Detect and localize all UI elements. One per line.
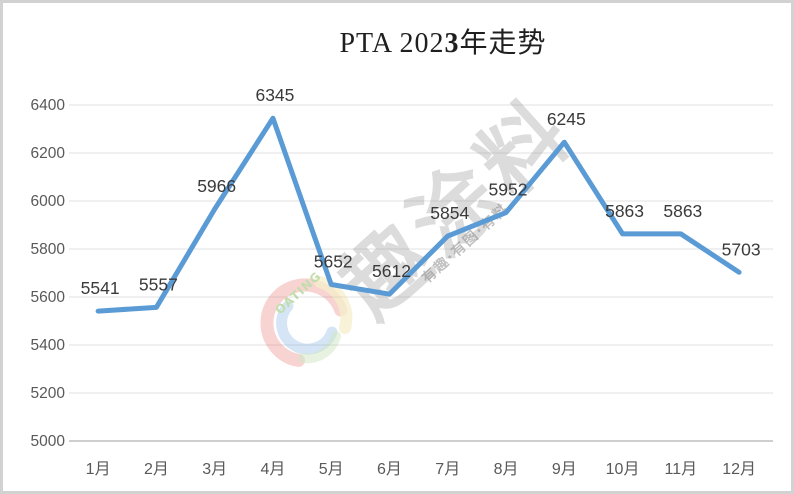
data-label: 5541 bbox=[81, 278, 120, 298]
x-axis-label: 6月 bbox=[377, 461, 402, 478]
x-axis-label: 10月 bbox=[606, 461, 640, 478]
chart-title: PTA 2023年走势 bbox=[339, 21, 546, 61]
y-axis-tick-label: 5400 bbox=[31, 337, 66, 354]
x-axis-label: 2月 bbox=[144, 461, 169, 478]
y-axis-tick-label: 6000 bbox=[31, 193, 66, 210]
data-label: 5557 bbox=[139, 274, 178, 294]
y-axis-tick-label: 5600 bbox=[31, 289, 66, 306]
data-label: 5863 bbox=[663, 201, 702, 221]
x-axis-label: 8月 bbox=[494, 461, 519, 478]
data-label: 6345 bbox=[255, 85, 294, 105]
data-label: 5703 bbox=[722, 239, 761, 259]
x-axis-label: 4月 bbox=[260, 461, 285, 478]
x-axis-label: 7月 bbox=[435, 461, 460, 478]
data-label: 5612 bbox=[372, 261, 411, 281]
data-label: 5863 bbox=[605, 201, 644, 221]
y-axis-tick-label: 6200 bbox=[31, 145, 66, 162]
x-axis-label: 11月 bbox=[665, 461, 698, 478]
x-axis-label: 3月 bbox=[202, 461, 227, 478]
chart-title-part2: 年走势 bbox=[459, 28, 547, 59]
x-axis-label: 1月 bbox=[86, 461, 111, 478]
line-chart-layer: 5541 5557 5966 6345 5652 5612 5854 5952 6245 5863… bbox=[81, 85, 761, 314]
data-label: 5652 bbox=[314, 252, 353, 272]
y-axis-tick-label: 5000 bbox=[31, 433, 66, 450]
data-label: 5966 bbox=[197, 176, 236, 196]
y-axis-tick-label: 5800 bbox=[31, 241, 66, 258]
chart-title-part1: PTA 202 bbox=[339, 28, 445, 59]
y-axis-tick-label: 5200 bbox=[31, 385, 66, 402]
data-label: 5854 bbox=[430, 203, 469, 223]
data-label: 5952 bbox=[489, 180, 528, 200]
y-axis-tick-label: 6400 bbox=[31, 97, 66, 114]
chart-title-bold-digit: 3 bbox=[444, 28, 460, 59]
data-label: 6245 bbox=[547, 109, 586, 129]
axis-grid-layer: 5000 5200 5400 5600 5800 6000 6200 6400 1月 2月 3月 4月… bbox=[31, 97, 773, 478]
x-axis-label: 12月 bbox=[722, 461, 756, 478]
x-axis-label: 5月 bbox=[319, 461, 344, 478]
series-line bbox=[95, 115, 742, 314]
x-axis-label: 9月 bbox=[552, 461, 577, 478]
